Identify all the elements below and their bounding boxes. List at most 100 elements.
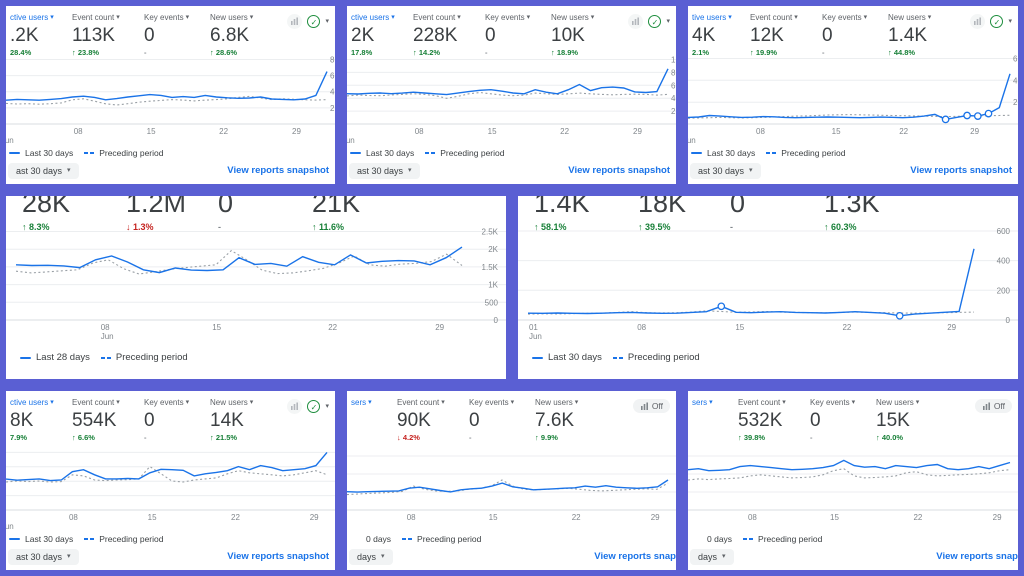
metric-dropdown[interactable]: Event count ▾: [72, 398, 144, 407]
metric-dropdown[interactable]: ctive users ▾: [10, 398, 72, 407]
svg-text:08: 08: [74, 127, 83, 136]
metric-dropdown[interactable]: Event count ▾: [738, 398, 810, 407]
metric-label[interactable]: Key events: [469, 398, 509, 407]
view-reports-snapshot-link[interactable]: View reports snapshot: [594, 551, 682, 562]
view-reports-snapshot-link[interactable]: View reports snapshot: [910, 165, 1012, 176]
metric-label[interactable]: ctive users: [10, 398, 49, 407]
metric-label[interactable]: Key events: [810, 398, 850, 407]
sampling-icon[interactable]: [287, 14, 303, 29]
metric-label[interactable]: Event count: [397, 398, 440, 407]
metric-value: 18K: [638, 190, 687, 218]
chevron-down-icon: ▾: [185, 399, 190, 406]
metric-dropdown[interactable]: sers ▾: [692, 398, 738, 407]
metric-dropdown[interactable]: New users ▾: [535, 398, 578, 407]
view-reports-snapshot-link[interactable]: View reports snapshot: [568, 165, 670, 176]
metric-value: 7.6K: [535, 410, 575, 431]
metric-label[interactable]: Event count: [72, 13, 115, 22]
view-reports-snapshot-link[interactable]: View reports snapshot: [227, 551, 329, 562]
metric-label[interactable]: New users: [888, 13, 926, 22]
metric-label[interactable]: Key events: [485, 13, 525, 22]
metric-dropdown[interactable]: Key events ▾: [485, 13, 551, 22]
metric-label[interactable]: New users: [551, 13, 589, 22]
data-quality-check-icon[interactable]: ✓: [307, 15, 321, 28]
sampling-icon[interactable]: [970, 14, 986, 29]
sampling-icon[interactable]: [628, 14, 644, 29]
metric-dropdown[interactable]: ctive users ▾: [10, 13, 72, 22]
sampling-off-badge[interactable]: Off: [632, 399, 670, 413]
date-range-picker[interactable]: days ▾: [690, 548, 734, 565]
metric-label[interactable]: ctive users: [10, 13, 49, 22]
svg-text:un: un: [347, 136, 355, 145]
card-inner: ctive users ▾ .2K 28.4% Event count ▾ 113K…: [6, 6, 335, 184]
metric-label[interactable]: Event count: [413, 13, 456, 22]
metric-label[interactable]: New users: [535, 398, 573, 407]
chevron-down-icon: ▾: [782, 399, 786, 406]
metric-label[interactable]: New users: [210, 13, 248, 22]
metric-dropdown[interactable]: New users ▾: [876, 398, 919, 407]
date-range-picker[interactable]: ast 30 days ▾: [8, 548, 79, 565]
legend-line-swatch: [350, 151, 361, 154]
date-range-picker[interactable]: days ▾: [349, 548, 393, 565]
metric-dropdown[interactable]: New users ▾: [210, 13, 253, 22]
metric-dropdown[interactable]: Key events ▾: [469, 398, 535, 407]
metric-dropdown[interactable]: tive users ▾: [692, 13, 750, 22]
date-range-picker[interactable]: ast 30 days ▾: [8, 162, 79, 179]
metric-dropdown[interactable]: Key events ▾: [144, 13, 210, 22]
metric-label[interactable]: Key events: [144, 13, 184, 22]
metric-label[interactable]: ctive users: [351, 13, 390, 22]
card-footer: days▾ View reports snapshot: [347, 545, 676, 570]
data-quality-check-icon[interactable]: ✓: [648, 15, 662, 28]
metric-dropdown[interactable]: Event count ▾: [72, 13, 144, 22]
date-range-picker[interactable]: ast 30 days ▾: [690, 162, 761, 179]
metric-label[interactable]: Event count: [750, 13, 793, 22]
metric-dropdown[interactable]: New users ▾: [888, 13, 931, 22]
svg-text:8: 8: [671, 68, 676, 77]
view-reports-snapshot-link[interactable]: View reports snapshot: [936, 551, 1024, 562]
metric-label[interactable]: sers: [351, 398, 367, 407]
sampling-off-badge[interactable]: Off: [974, 399, 1012, 413]
svg-text:22: 22: [560, 127, 569, 136]
metric-label[interactable]: New users: [210, 398, 248, 407]
metric-dropdown[interactable]: Event count ▾: [750, 13, 822, 22]
metric-label[interactable]: Key events: [822, 13, 862, 22]
metric-label[interactable]: New users: [876, 398, 914, 407]
svg-text:200: 200: [997, 286, 1011, 295]
svg-text:22: 22: [899, 127, 908, 136]
svg-text:1.: 1.: [671, 56, 676, 65]
metric-active-users: ctive users ▾ .2K 28.4%: [10, 13, 72, 57]
metric-dropdown[interactable]: Key events ▾: [822, 13, 888, 22]
metric-label[interactable]: Key events: [144, 398, 184, 407]
chevron-down-icon[interactable]: ▾: [325, 403, 329, 410]
metric-dropdown[interactable]: ctive users ▾: [351, 13, 413, 22]
metrics-row: sers ▾ Event count ▾ 90K ↓ 4.2% Key events…: [347, 391, 676, 442]
metric-dropdown[interactable]: sers ▾: [351, 398, 397, 407]
view-reports-snapshot-link[interactable]: View reports snapshot: [227, 165, 329, 176]
data-quality-check-icon[interactable]: ✓: [990, 15, 1004, 28]
legend-previous-label: Preceding period: [627, 352, 700, 363]
metric-label[interactable]: tive users: [692, 13, 727, 22]
metric-dropdown[interactable]: Event count ▾: [413, 13, 485, 22]
metric-label[interactable]: Event count: [72, 398, 115, 407]
metric-dropdown[interactable]: Event count ▾: [397, 398, 469, 407]
chevron-down-icon[interactable]: ▾: [1008, 18, 1012, 25]
chevron-down-icon[interactable]: ▾: [666, 18, 670, 25]
metric-dropdown[interactable]: Key events ▾: [810, 398, 876, 407]
metric-change: -: [218, 222, 221, 232]
metric-label[interactable]: sers: [692, 398, 708, 407]
svg-text:29: 29: [310, 513, 319, 522]
chevron-down-icon: ▾: [457, 14, 461, 21]
metric-label[interactable]: Event count: [738, 398, 781, 407]
date-range-picker[interactable]: ast 30 days ▾: [349, 162, 420, 179]
svg-text:22: 22: [842, 323, 851, 332]
badge-icons-group: ✓ ▾: [287, 399, 329, 414]
chevron-down-icon[interactable]: ▾: [325, 18, 329, 25]
metric-dropdown[interactable]: New users ▾: [210, 398, 253, 407]
metric-change: 28.4%: [10, 48, 32, 57]
data-quality-check-icon[interactable]: ✓: [307, 400, 321, 413]
metric-dropdown[interactable]: Key events ▾: [144, 398, 210, 407]
sampling-icon[interactable]: [287, 399, 303, 414]
metric-change: ↓ 4.2%: [397, 433, 420, 442]
metric-dropdown[interactable]: New users ▾: [551, 13, 594, 22]
card-inner: sers ▾ Event count ▾ 90K ↓ 4.2% Key events…: [347, 391, 676, 570]
svg-text:un: un: [6, 522, 14, 531]
